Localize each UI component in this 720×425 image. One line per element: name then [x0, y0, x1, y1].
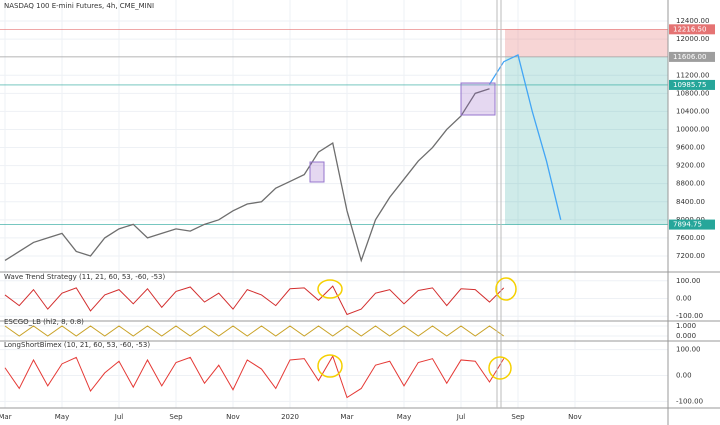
y-tick-label: 0.000 [676, 332, 696, 340]
price-tag-label: 11606.00 [673, 53, 706, 61]
series-line [4, 325, 505, 337]
label-layer: NASDAQ 100 E-mini Futures, 4h, CME_MINI 7… [0, 2, 715, 421]
y-tick-label: 11200.00 [676, 71, 709, 79]
pane-title: NASDAQ 100 E-mini Futures, 4h, CME_MINI [4, 2, 154, 10]
price-tag-label: 10985.75 [673, 81, 706, 89]
background-layer [0, 0, 668, 408]
price-tag [669, 219, 715, 230]
y-tick-label: 1.000 [676, 322, 696, 330]
annotation-circle [488, 356, 512, 380]
risk-zone [505, 29, 668, 57]
y-tick-label: 12000.00 [676, 35, 709, 43]
x-tick-label: Jul [114, 413, 124, 421]
x-tick-label: May [55, 413, 69, 421]
y-tick-label: 9200.00 [676, 162, 705, 170]
annotation-circle [495, 277, 517, 301]
pane-title: ESCGO_LB (hl2, 8, 0.8) [4, 318, 84, 326]
y-tick-label: 100.00 [676, 277, 701, 285]
reward-zone [505, 56, 668, 225]
price-tag-label: 7894.75 [673, 221, 702, 229]
y-tick-label: 9600.00 [676, 144, 705, 152]
series-line [4, 354, 505, 399]
x-tick-label: Nov [226, 413, 240, 421]
y-tick-label: 0.00 [676, 372, 692, 380]
price-tag [669, 51, 715, 62]
highlight-box [460, 82, 496, 116]
price-tag [669, 79, 715, 90]
x-tick-label: Nov [568, 413, 582, 421]
pane-title: LongShortBimex (10, 21, 60, 53, -60, -53… [4, 341, 150, 349]
x-tick-label: Sep [169, 413, 183, 421]
y-tick-label: -100.00 [676, 397, 703, 405]
series-line [4, 285, 505, 316]
x-tick-label: Sep [511, 413, 525, 421]
annotation-circle [317, 354, 343, 378]
plot-layer [4, 53, 562, 399]
price-tag-label: 12216.50 [673, 25, 706, 33]
x-tick-label: Jul [456, 413, 466, 421]
y-tick-label: 0.00 [676, 295, 692, 303]
y-tick-label: 7600.00 [676, 234, 705, 242]
y-tick-label: 10800.00 [676, 89, 709, 97]
x-tick-label: 2020 [281, 413, 299, 421]
y-tick-label: 7200.00 [676, 252, 705, 260]
y-tick-label: 8400.00 [676, 198, 705, 206]
x-tick-label: Mar [0, 413, 12, 421]
y-tick-label: 100.00 [676, 346, 701, 354]
annotation-circle [317, 279, 343, 299]
y-tick-label: 8800.00 [676, 180, 705, 188]
pane-title: Wave Trend Strategy (11, 21, 60, 53, -60… [4, 273, 166, 281]
highlight-box [309, 161, 325, 183]
y-tick-label: -100.00 [676, 312, 703, 320]
x-tick-label: Mar [340, 413, 353, 421]
y-tick-label: 10400.00 [676, 107, 709, 115]
price-tag [669, 24, 715, 35]
series-line [4, 88, 490, 263]
y-tick-label: 12400.00 [676, 17, 709, 25]
y-tick-label: 10000.00 [676, 125, 709, 133]
x-tick-label: May [397, 413, 411, 421]
